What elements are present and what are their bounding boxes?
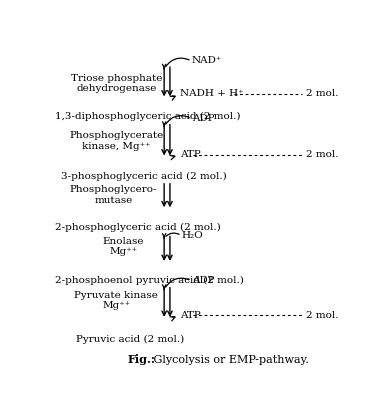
Text: Triose phosphate
dehydrogenase: Triose phosphate dehydrogenase xyxy=(71,73,162,93)
Text: Phosphoglycero-
mutase: Phosphoglycero- mutase xyxy=(70,186,157,205)
Text: 2 mol.: 2 mol. xyxy=(306,150,339,159)
Text: ADP: ADP xyxy=(191,114,214,123)
Text: 2 mol.: 2 mol. xyxy=(306,89,339,98)
Text: Fig.:: Fig.: xyxy=(128,354,156,365)
Text: Glycolysis or EMP-pathway.: Glycolysis or EMP-pathway. xyxy=(150,355,309,365)
Text: 2 mol.: 2 mol. xyxy=(306,310,339,320)
Text: H₂O: H₂O xyxy=(181,231,203,240)
Text: Pyruvate kinase
Mg⁺⁺: Pyruvate kinase Mg⁺⁺ xyxy=(74,291,158,310)
Text: 3-phosphoglyceric acid (2 mol.): 3-phosphoglyceric acid (2 mol.) xyxy=(61,171,227,181)
Text: Pyruvic acid (2 mol.): Pyruvic acid (2 mol.) xyxy=(76,334,184,344)
Text: Enolase
Mg⁺⁺: Enolase Mg⁺⁺ xyxy=(103,237,144,256)
Text: NAD⁺: NAD⁺ xyxy=(191,56,222,66)
Text: NADH + H⁺: NADH + H⁺ xyxy=(180,89,244,98)
Text: 1,3-diphosphoglyceric acid (2 mol.): 1,3-diphosphoglyceric acid (2 mol.) xyxy=(55,111,241,120)
Text: ADP: ADP xyxy=(191,276,214,286)
Text: ATP: ATP xyxy=(180,150,201,159)
Text: ATP: ATP xyxy=(180,310,201,320)
Text: Phosphoglycerate
kinase, Mg⁺⁺: Phosphoglycerate kinase, Mg⁺⁺ xyxy=(69,131,163,151)
Text: 2-phosphoglyceric acid (2 mol.): 2-phosphoglyceric acid (2 mol.) xyxy=(55,222,221,232)
Text: 2-phosphoenol pyruvic acid (2 mol.): 2-phosphoenol pyruvic acid (2 mol.) xyxy=(55,276,244,285)
